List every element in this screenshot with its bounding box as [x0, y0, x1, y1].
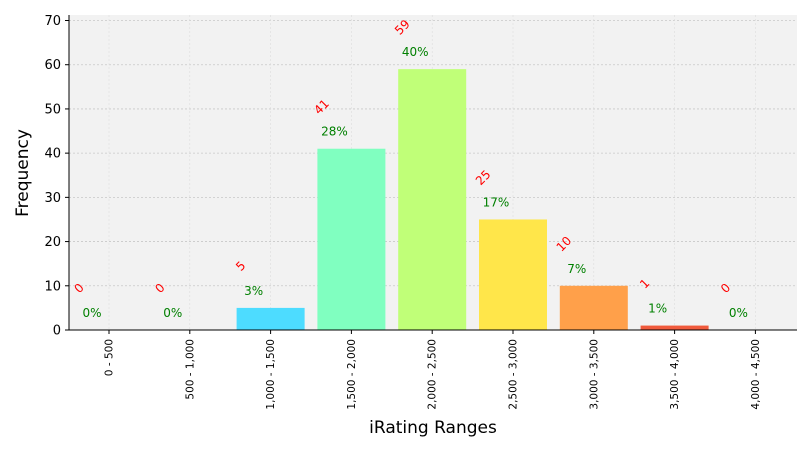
percent-label: 0% [729, 306, 748, 320]
y-tick-label: 60 [44, 58, 61, 73]
bar [398, 69, 467, 330]
percent-label: 7% [567, 262, 586, 276]
y-tick-label: 50 [44, 102, 61, 117]
percent-label: 3% [244, 284, 263, 298]
x-tick-label: 500 - 1,000 [184, 339, 196, 400]
y-tick-label: 10 [44, 279, 61, 294]
y-axis-title: Frequency [13, 129, 33, 217]
x-tick-label: 1,000 - 1,500 [265, 339, 277, 410]
bar [640, 325, 709, 330]
bar [236, 307, 305, 330]
x-tick-label: 2,500 - 3,000 [508, 339, 520, 410]
x-tick-label: 3,000 - 3,500 [588, 339, 600, 410]
y-tick-label: 0 [53, 324, 61, 339]
percent-label: 0% [163, 306, 182, 320]
y-tick-label: 70 [44, 14, 61, 29]
bar [559, 285, 628, 330]
x-tick-label: 1,500 - 2,000 [346, 339, 358, 410]
x-tick-label: 2,000 - 2,500 [427, 339, 439, 410]
percent-label: 28% [321, 125, 348, 139]
y-tick-label: 20 [44, 235, 61, 250]
y-tick-label: 40 [44, 147, 61, 162]
y-tick-label: 30 [44, 191, 61, 206]
percent-label: 1% [648, 302, 667, 316]
bar [317, 148, 386, 330]
bar [479, 219, 547, 330]
percent-label: 17% [483, 195, 510, 209]
x-tick-label: 0 - 500 [104, 339, 116, 376]
x-tick-label: 3,500 - 4,000 [669, 339, 681, 410]
x-tick-label: 4,000 - 4,500 [750, 339, 762, 410]
x-axis-title: iRating Ranges [369, 418, 497, 438]
percent-label: 0% [82, 306, 101, 320]
axes: 0 10 20 30 40 50 60 70 0 - 500 500 - 1,000 1,000 -… [44, 14, 797, 410]
bars [236, 69, 709, 330]
percent-label: 40% [402, 45, 429, 59]
